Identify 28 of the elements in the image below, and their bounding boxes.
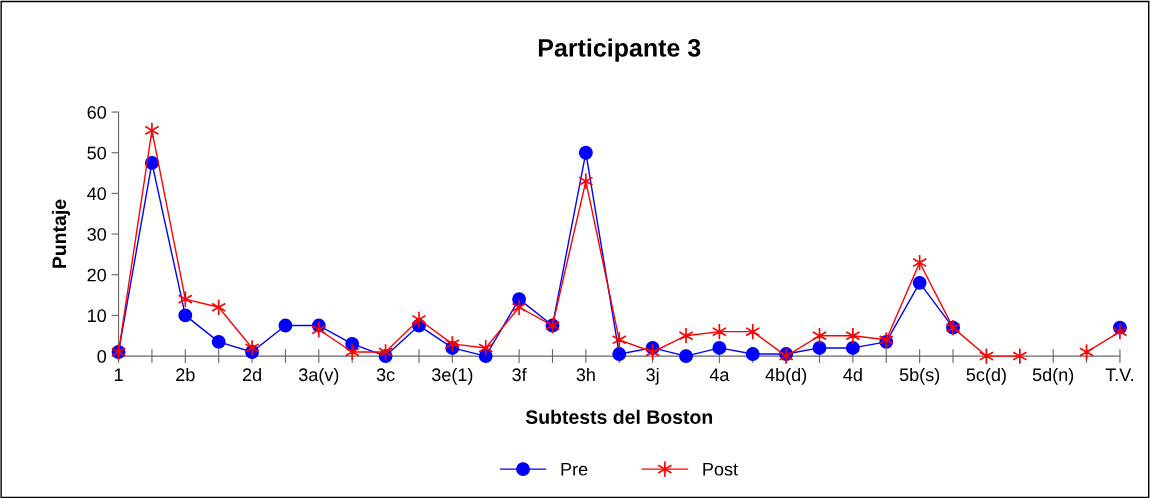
x-tick-label: 3c [376, 368, 395, 382]
y-tick-label: 30 [87, 227, 107, 241]
y-tick-label: 50 [87, 146, 107, 160]
x-tick-label: 4d [843, 367, 862, 382]
x-tick-label: 3f [512, 367, 527, 382]
x-tick-label: T.V. [1105, 368, 1133, 381]
x-tick-label: 2d [242, 367, 261, 382]
x-tick-label: 5c(d) [966, 367, 1006, 385]
x-tick-label: 5d(n) [1032, 367, 1074, 385]
x-axis-title: Subtests del Boston [525, 409, 713, 424]
x-tick-label: 5b(s) [899, 367, 940, 385]
x-tick-label: 3h [576, 367, 595, 382]
x-tick-label: 3e(1) [431, 367, 473, 385]
x-tick-label: 1 [114, 368, 123, 381]
y-tick-label: 20 [87, 268, 107, 282]
y-tick-label: 40 [87, 187, 107, 201]
legend-label: Post [703, 463, 738, 476]
y-axis-title: Puntaje [51, 199, 70, 268]
legend-label: Pre [561, 463, 588, 476]
x-tick-label: 4b(d) [765, 367, 807, 385]
y-tick-label: 60 [87, 105, 107, 119]
y-tick-label: 10 [88, 309, 107, 323]
x-tick-label: 2b [176, 367, 195, 382]
x-tick-label: 4a [709, 368, 730, 382]
chart-title: Participante 3 [538, 38, 701, 62]
y-tick-label: 0 [97, 350, 107, 363]
x-tick-label: 3j [646, 367, 659, 385]
x-tick-label: 3a(v) [298, 367, 339, 385]
